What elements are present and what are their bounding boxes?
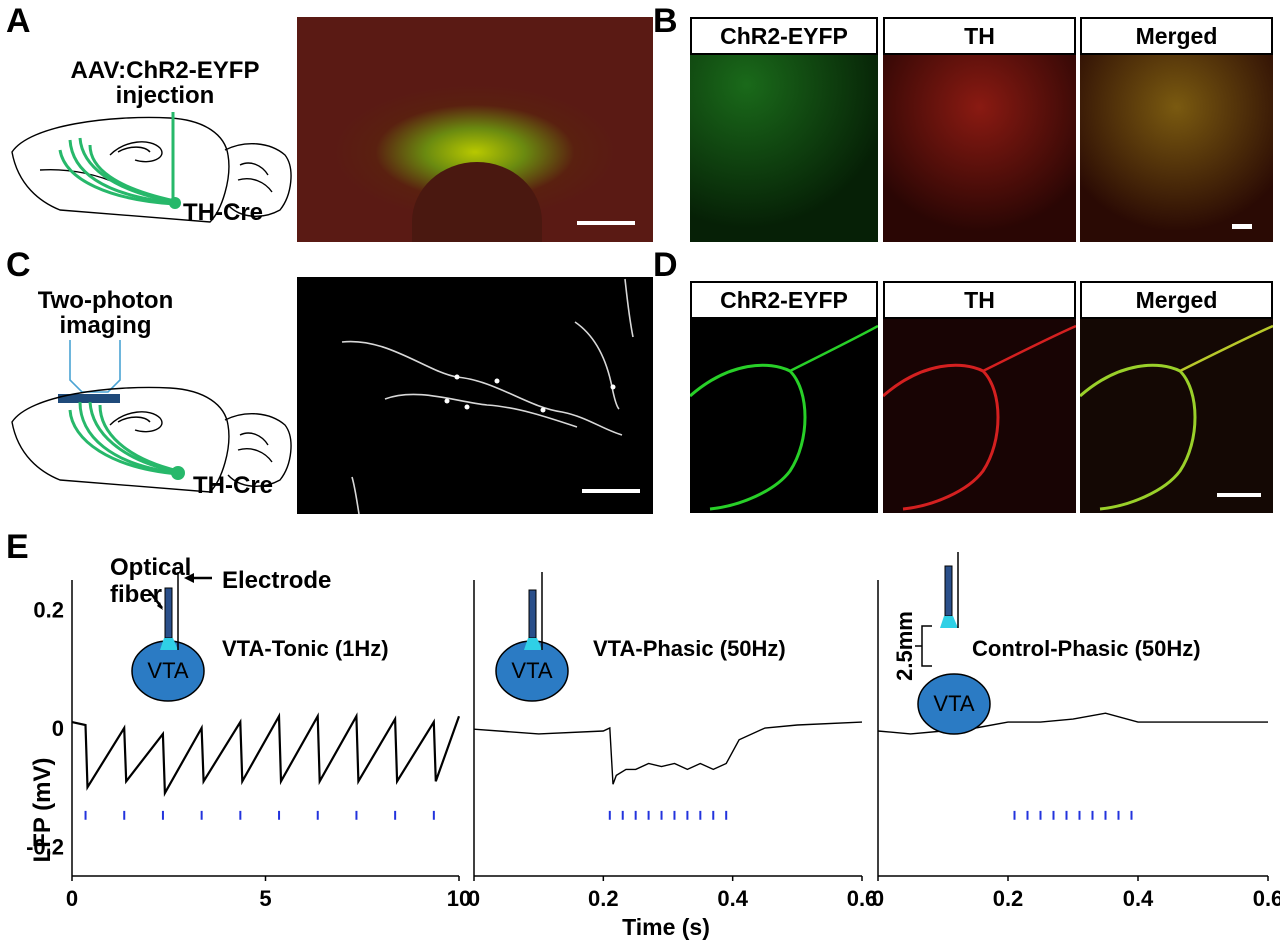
micrograph-dark-region xyxy=(412,162,542,242)
x-tick-label: 0.4 xyxy=(1123,886,1154,911)
electrode-label: Electrode xyxy=(222,567,331,594)
axon-traces xyxy=(341,278,640,514)
optical-label-line1: Optical xyxy=(110,554,191,581)
x-tick-label: 0.6 xyxy=(847,886,878,911)
y-tick-label: 0 xyxy=(52,716,64,741)
panel-letter-d: D xyxy=(653,246,678,284)
th-cre-label-c: TH-Cre xyxy=(193,472,274,499)
electrode-schematic-3: VTA 2.5mm xyxy=(892,552,991,735)
header-merged-b: Merged xyxy=(1080,17,1273,55)
lfp-chart-1: 0 5 10 VTA-Tonic (1Hz) xyxy=(66,580,471,911)
x-tick-label: 0.2 xyxy=(993,886,1024,911)
chart-title: VTA-Phasic (50Hz) xyxy=(593,636,786,661)
header-th-d: TH xyxy=(883,281,1076,319)
vta-label-2: VTA xyxy=(511,658,552,683)
vta-label-3: VTA xyxy=(933,691,974,716)
optical-label-line2: fiber xyxy=(110,581,162,608)
x-tick-label: 0 xyxy=(66,886,78,911)
electrode-schematic-1: VTA xyxy=(131,572,212,702)
x-tick-label: 10 xyxy=(447,886,471,911)
x-tick-label: 0 xyxy=(468,886,480,911)
charts: 0 5 10 VTA-Tonic (1Hz) 0 0.2 0.4 0.6 VTA-Phasic … xyxy=(66,580,1280,911)
header-chr2-eyfp-d: ChR2-EYFP xyxy=(690,281,878,319)
lfp-chart-2: 0 0.2 0.4 0.6 VTA-Phasic (50Hz) xyxy=(468,580,877,911)
y-tick-label: -0.2 xyxy=(26,834,64,859)
y-ticks: 0.2 0 -0.2 xyxy=(26,598,64,860)
th-cre-label-a: TH-Cre xyxy=(183,199,264,226)
lfp-chart-3: 0 0.2 0.4 0.6 Control-Phasic (50Hz) xyxy=(872,580,1280,911)
panel-letter-a: A xyxy=(6,2,31,40)
x-tick-label: 0.4 xyxy=(717,886,748,911)
y-tick-label: 0.2 xyxy=(33,598,64,623)
micrograph-two-photon-axons xyxy=(297,277,653,514)
x-tick-label: 5 xyxy=(259,886,271,911)
two-photon-label: Two-photon imaging xyxy=(37,287,174,340)
distance-label: 2.5mm xyxy=(892,611,917,681)
x-tick-label: 0.6 xyxy=(1253,886,1280,911)
brain-sagittal-schematic-c xyxy=(11,340,292,493)
chart-title: Control-Phasic (50Hz) xyxy=(972,636,1201,661)
micrograph-injection-site xyxy=(297,17,653,242)
panel-letter-e: E xyxy=(6,528,29,566)
axon-trace-green xyxy=(690,324,878,511)
x-axis-label: Time (s) xyxy=(622,914,710,940)
vta-label-1: VTA xyxy=(147,658,188,683)
header-chr2-eyfp-b: ChR2-EYFP xyxy=(690,17,878,55)
y-axis-label: LFP (mV) xyxy=(29,758,56,863)
electrode-schematic-2: VTA xyxy=(495,572,569,702)
panel-letter-c: C xyxy=(6,246,31,284)
chart-title: VTA-Tonic (1Hz) xyxy=(222,636,389,661)
lfp-trace xyxy=(473,721,863,785)
scale-bar-a xyxy=(577,221,635,225)
axon-trace-red xyxy=(883,324,1076,511)
scale-bar-b xyxy=(1232,224,1252,229)
brain-sagittal-schematic-a xyxy=(11,112,292,223)
header-th-b: TH xyxy=(883,17,1076,55)
lfp-trace xyxy=(71,712,461,798)
panel-letter-b: B xyxy=(653,2,678,40)
axon-trace-merged xyxy=(1080,324,1273,511)
x-tick-label: 0.2 xyxy=(588,886,619,911)
micrograph-chr2-eyfp-d xyxy=(690,281,878,513)
header-merged-d: Merged xyxy=(1080,281,1273,319)
micrograph-merged-d xyxy=(1080,281,1273,513)
micrograph-th-d xyxy=(883,281,1076,513)
x-tick-label: 0 xyxy=(872,886,884,911)
injection-label: AAV:ChR2-EYFP injection xyxy=(70,57,260,110)
